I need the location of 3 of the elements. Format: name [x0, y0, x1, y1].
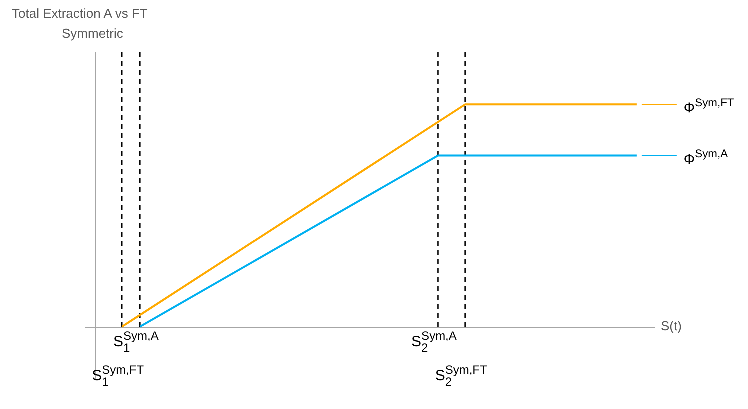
chart-subtitle: Symmetric — [62, 26, 124, 41]
x-axis-title: S(t) — [661, 318, 682, 334]
chart-title: Total Extraction A vs FT — [12, 6, 148, 21]
